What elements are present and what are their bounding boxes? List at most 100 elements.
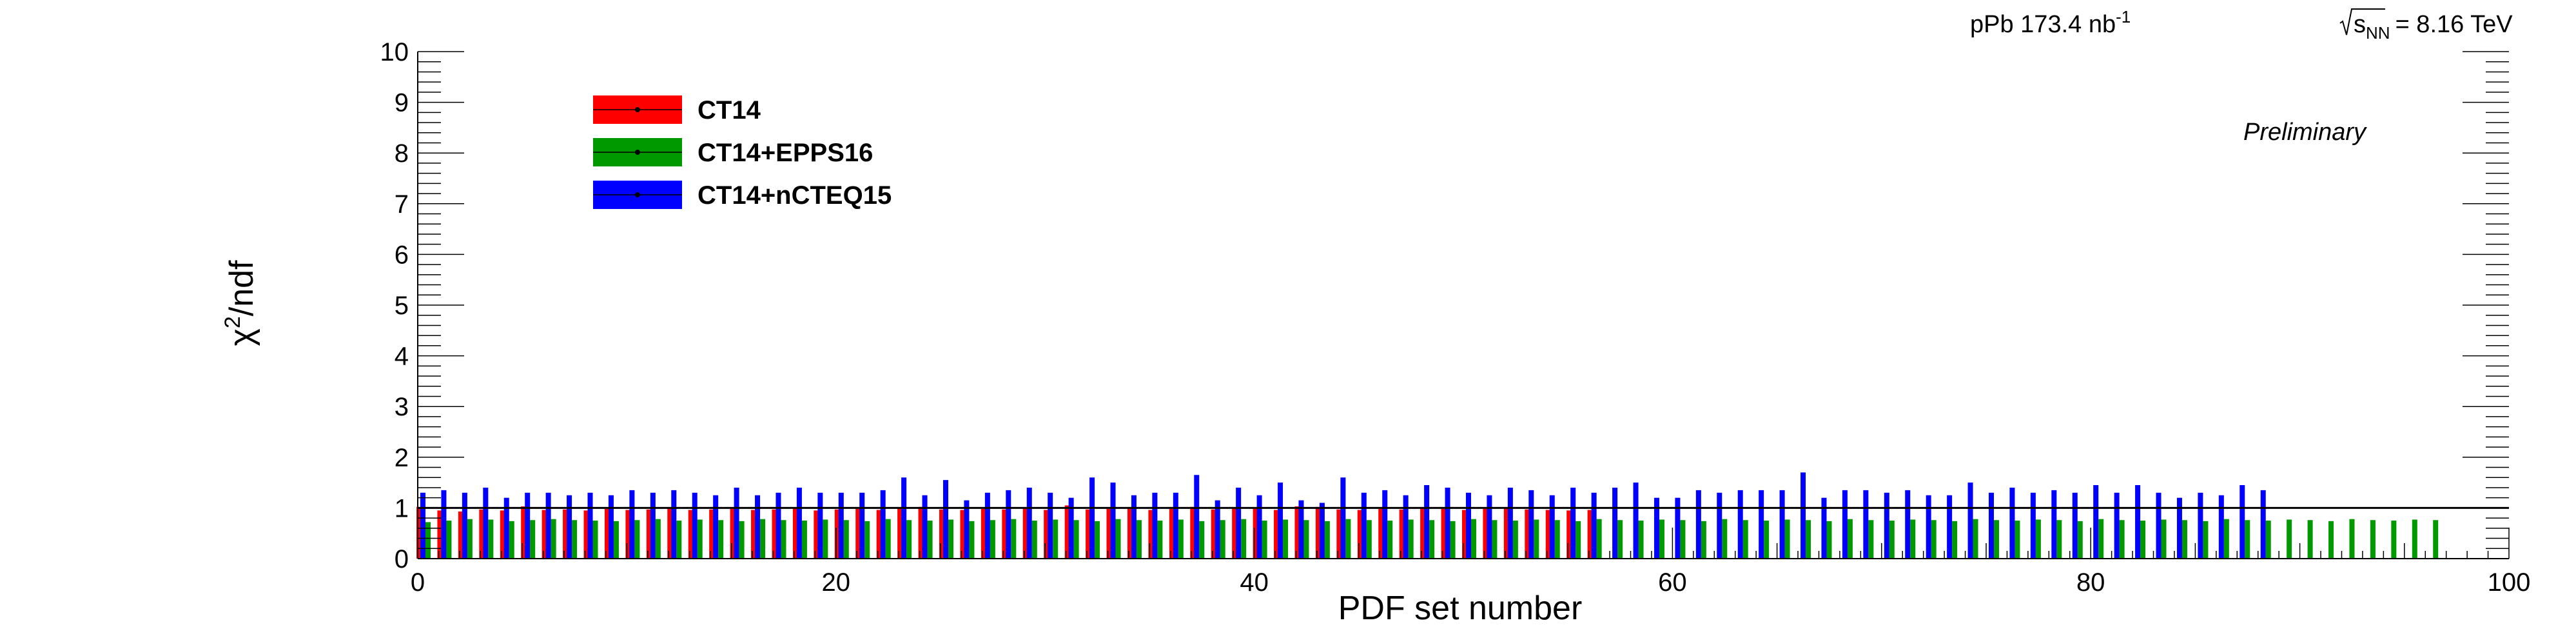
bar-ct14-ncteq15 xyxy=(796,487,802,559)
bar-ct14-ncteq15 xyxy=(859,492,865,559)
bar-ct14 xyxy=(479,509,485,559)
bar-ct14-ncteq15 xyxy=(817,492,823,559)
bar-ct14 xyxy=(834,509,840,559)
bar-ct14-epps16 xyxy=(1408,519,1414,559)
bar-ct14-epps16 xyxy=(906,520,912,559)
bar-ct14-epps16 xyxy=(885,519,891,559)
bar-ct14-ncteq15 xyxy=(1989,492,1994,559)
bar-ct14-epps16 xyxy=(990,520,995,559)
bar-ct14 xyxy=(583,510,589,559)
bar-ct14 xyxy=(1044,510,1049,559)
bar-ct14-ncteq15 xyxy=(838,492,844,559)
bar-ct14-epps16 xyxy=(1764,521,1770,559)
bar-ct14 xyxy=(1294,506,1300,559)
bar-ct14-epps16 xyxy=(1596,519,1602,559)
bar-ct14-epps16 xyxy=(1931,520,1937,559)
bar-ct14-epps16 xyxy=(1826,521,1832,559)
bar-ct14-epps16 xyxy=(2370,520,2376,559)
bar-ct14-epps16 xyxy=(1994,520,1999,559)
bar-ct14-epps16 xyxy=(1053,519,1059,559)
bar-ct14-epps16 xyxy=(1952,521,1958,559)
bar-ct14-epps16 xyxy=(467,519,473,559)
bar-ct14-epps16 xyxy=(2245,520,2250,559)
bar-ct14-epps16 xyxy=(948,519,953,559)
bar-ct14-epps16 xyxy=(2056,520,2062,559)
bar-ct14 xyxy=(772,509,777,559)
bar-ct14-ncteq15 xyxy=(2093,485,2099,559)
bar-ct14 xyxy=(730,508,736,559)
bar-ct14-ncteq15 xyxy=(1717,492,1722,559)
bar-ct14-epps16 xyxy=(2307,520,2313,559)
bar-ct14 xyxy=(1190,506,1196,559)
bar-ct14 xyxy=(416,506,422,559)
bar-ct14 xyxy=(1483,508,1488,559)
bar-ct14-ncteq15 xyxy=(1591,492,1597,559)
bar-ct14 xyxy=(876,510,882,559)
bar-ct14-ncteq15 xyxy=(1549,495,1555,559)
bar-ct14-epps16 xyxy=(1387,521,1393,559)
bar-ct14-epps16 xyxy=(655,519,661,559)
bar-ct14-ncteq15 xyxy=(2239,485,2245,559)
bar-ct14 xyxy=(604,508,610,559)
bar-ct14-ncteq15 xyxy=(567,495,572,559)
bar-ct14 xyxy=(1253,508,1258,559)
bar-ct14-epps16 xyxy=(1220,520,1225,559)
x-tick-label: 80 xyxy=(2076,568,2105,597)
bar-ct14 xyxy=(625,510,631,559)
bar-ct14-epps16 xyxy=(1617,520,1623,559)
bar-ct14-epps16 xyxy=(2223,519,2229,559)
bar-ct14-epps16 xyxy=(781,520,786,559)
bar-ct14-ncteq15 xyxy=(1967,483,1973,559)
bar-ct14 xyxy=(521,506,527,559)
bar-ct14 xyxy=(939,509,944,559)
bar-ct14-epps16 xyxy=(1011,519,1017,559)
bar-ct14-epps16 xyxy=(823,519,828,559)
bar-ct14-epps16 xyxy=(1157,521,1163,559)
x-tick-label: 40 xyxy=(1240,568,1269,597)
bar-ct14-epps16 xyxy=(1095,521,1100,559)
bar-ct14-epps16 xyxy=(1554,520,1560,559)
bar-ct14-epps16 xyxy=(2140,521,2146,559)
bar-ct14-epps16 xyxy=(530,520,536,559)
bar-ct14-ncteq15 xyxy=(943,480,948,559)
bar-ct14-ncteq15 xyxy=(1382,490,1388,559)
bar-ct14-ncteq15 xyxy=(1863,490,1869,559)
bar-ct14-ncteq15 xyxy=(1403,495,1409,559)
bar-ct14 xyxy=(1106,508,1112,559)
bar-ct14-ncteq15 xyxy=(2260,490,2266,559)
bar-ct14-ncteq15 xyxy=(713,495,719,559)
bar-ct14-ncteq15 xyxy=(1800,472,1806,559)
bar-ct14-ncteq15 xyxy=(587,492,593,559)
bar-ct14-epps16 xyxy=(1742,520,1748,559)
bar-ct14-epps16 xyxy=(1492,520,1498,559)
bar-ct14-epps16 xyxy=(2015,521,2020,559)
bar-ct14-epps16 xyxy=(634,520,640,559)
bar-ct14 xyxy=(646,509,652,559)
bar-ct14-epps16 xyxy=(1847,519,1853,559)
bar-ct14-ncteq15 xyxy=(2156,492,2161,559)
bar-ct14-ncteq15 xyxy=(1507,487,1513,559)
bar-ct14-ncteq15 xyxy=(2051,490,2057,559)
bar-ct14-ncteq15 xyxy=(1884,492,1889,559)
bar-ct14 xyxy=(709,509,715,559)
bar-ct14-epps16 xyxy=(1722,519,1728,559)
y-tick-label: 9 xyxy=(395,89,409,117)
bar-ct14 xyxy=(960,510,966,559)
bar-ct14-ncteq15 xyxy=(1905,490,1911,559)
bar-ct14-epps16 xyxy=(2098,519,2104,559)
y-tick-label: 5 xyxy=(395,292,409,320)
x-tick-label: 100 xyxy=(2488,568,2531,597)
bar-ct14 xyxy=(1127,508,1133,559)
bar-ct14-epps16 xyxy=(551,519,556,559)
bar-ct14-epps16 xyxy=(1701,521,1706,559)
bar-ct14 xyxy=(1441,508,1447,559)
bar-ct14-epps16 xyxy=(1910,519,1916,559)
bar-ct14-ncteq15 xyxy=(1821,497,1827,559)
bar-ct14 xyxy=(1462,510,1467,559)
bar-ct14-ncteq15 xyxy=(2218,495,2224,559)
bar-ct14-ncteq15 xyxy=(964,500,970,559)
y-tick-label: 6 xyxy=(395,241,409,269)
bar-ct14-ncteq15 xyxy=(1215,500,1220,559)
bar-ct14 xyxy=(1420,508,1426,559)
